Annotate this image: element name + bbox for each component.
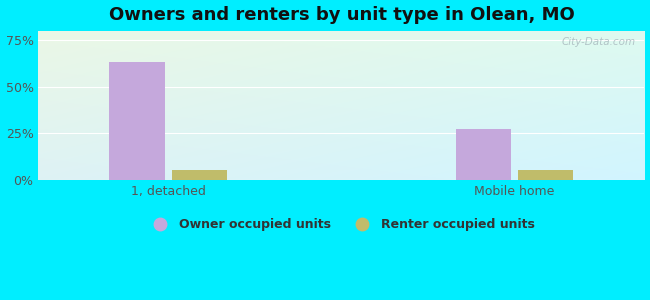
Legend: Owner occupied units, Renter occupied units: Owner occupied units, Renter occupied un…: [143, 213, 540, 236]
Text: City-Data.com: City-Data.com: [561, 37, 635, 46]
Bar: [456, 129, 511, 180]
Title: Owners and renters by unit type in Olean, MO: Owners and renters by unit type in Olean…: [109, 6, 575, 24]
Bar: [109, 62, 165, 180]
Bar: [518, 170, 573, 180]
Bar: [172, 170, 227, 180]
